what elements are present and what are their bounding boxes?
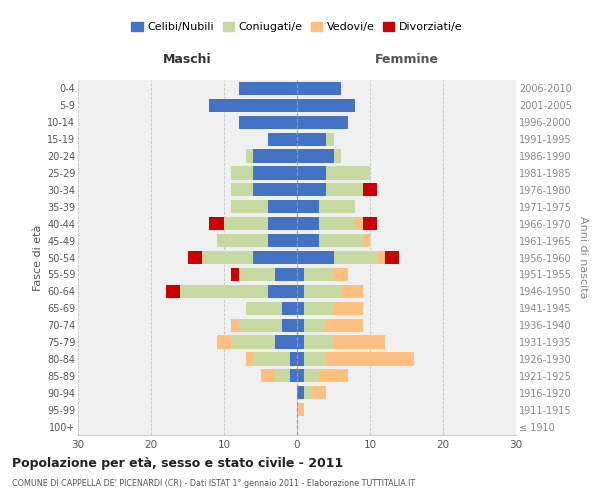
Bar xyxy=(319,217,355,230)
Bar xyxy=(253,166,297,179)
Bar xyxy=(188,251,202,264)
Bar xyxy=(326,132,334,146)
Bar xyxy=(253,352,290,366)
Bar xyxy=(232,268,239,281)
Bar xyxy=(297,217,319,230)
Bar xyxy=(326,184,362,196)
Bar xyxy=(275,336,297,348)
Bar xyxy=(297,352,304,366)
Bar xyxy=(304,302,334,315)
Bar xyxy=(217,336,232,348)
Bar xyxy=(326,318,362,332)
Bar xyxy=(290,352,297,366)
Bar xyxy=(166,284,180,298)
Bar xyxy=(304,386,311,400)
Bar xyxy=(246,302,283,315)
Bar xyxy=(180,284,268,298)
Bar xyxy=(268,234,297,247)
Bar xyxy=(334,251,377,264)
Bar xyxy=(304,352,326,366)
Text: COMUNE DI CAPPELLA DE' PICENARDI (CR) - Dati ISTAT 1° gennaio 2011 - Elaborazion: COMUNE DI CAPPELLA DE' PICENARDI (CR) - … xyxy=(12,479,415,488)
Bar xyxy=(275,369,290,382)
Bar xyxy=(253,251,297,264)
Bar xyxy=(202,251,253,264)
Bar xyxy=(275,268,297,281)
Bar xyxy=(319,200,355,213)
Bar xyxy=(209,99,297,112)
Bar xyxy=(297,200,319,213)
Bar xyxy=(385,251,399,264)
Bar xyxy=(304,318,326,332)
Bar xyxy=(268,132,297,146)
Bar xyxy=(304,336,334,348)
Bar xyxy=(232,318,239,332)
Bar xyxy=(268,217,297,230)
Bar xyxy=(334,336,385,348)
Bar xyxy=(319,234,362,247)
Bar xyxy=(297,318,304,332)
Bar xyxy=(246,150,253,162)
Bar xyxy=(334,268,348,281)
Bar xyxy=(334,150,341,162)
Bar xyxy=(232,184,253,196)
Bar xyxy=(297,251,334,264)
Bar xyxy=(297,369,304,382)
Bar xyxy=(232,336,275,348)
Bar xyxy=(297,82,341,95)
Bar xyxy=(268,284,297,298)
Bar xyxy=(304,369,319,382)
Bar xyxy=(362,184,377,196)
Bar xyxy=(239,318,283,332)
Bar xyxy=(334,302,362,315)
Bar xyxy=(283,318,297,332)
Bar xyxy=(268,200,297,213)
Bar xyxy=(362,217,377,230)
Bar xyxy=(239,268,275,281)
Bar xyxy=(283,302,297,315)
Bar xyxy=(297,336,304,348)
Bar xyxy=(290,369,297,382)
Text: Popolazione per età, sesso e stato civile - 2011: Popolazione per età, sesso e stato civil… xyxy=(12,458,343,470)
Bar xyxy=(297,132,326,146)
Bar xyxy=(311,386,326,400)
Bar xyxy=(304,268,334,281)
Bar xyxy=(297,403,304,416)
Bar xyxy=(297,166,326,179)
Bar xyxy=(209,217,224,230)
Bar xyxy=(326,166,370,179)
Bar xyxy=(319,369,348,382)
Bar xyxy=(217,234,268,247)
Bar xyxy=(253,184,297,196)
Bar xyxy=(297,386,304,400)
Bar xyxy=(246,352,253,366)
Bar xyxy=(224,217,268,230)
Bar xyxy=(326,352,414,366)
Bar xyxy=(304,284,341,298)
Bar xyxy=(232,200,268,213)
Text: Femmine: Femmine xyxy=(374,54,439,66)
Bar xyxy=(341,284,362,298)
Bar xyxy=(232,166,253,179)
Bar xyxy=(362,234,370,247)
Bar xyxy=(239,116,297,129)
Y-axis label: Fasce di età: Fasce di età xyxy=(32,224,43,290)
Bar xyxy=(297,184,326,196)
Y-axis label: Anni di nascita: Anni di nascita xyxy=(578,216,589,298)
Bar xyxy=(260,369,275,382)
Bar xyxy=(297,284,304,298)
Bar xyxy=(297,302,304,315)
Bar xyxy=(297,99,355,112)
Bar xyxy=(355,217,362,230)
Text: Maschi: Maschi xyxy=(163,54,212,66)
Bar xyxy=(239,82,297,95)
Bar xyxy=(297,150,334,162)
Bar xyxy=(297,268,304,281)
Bar xyxy=(253,150,297,162)
Bar xyxy=(377,251,385,264)
Bar xyxy=(297,116,348,129)
Legend: Celibi/Nubili, Coniugati/e, Vedovi/e, Divorziati/e: Celibi/Nubili, Coniugati/e, Vedovi/e, Di… xyxy=(131,22,463,32)
Bar xyxy=(297,234,319,247)
